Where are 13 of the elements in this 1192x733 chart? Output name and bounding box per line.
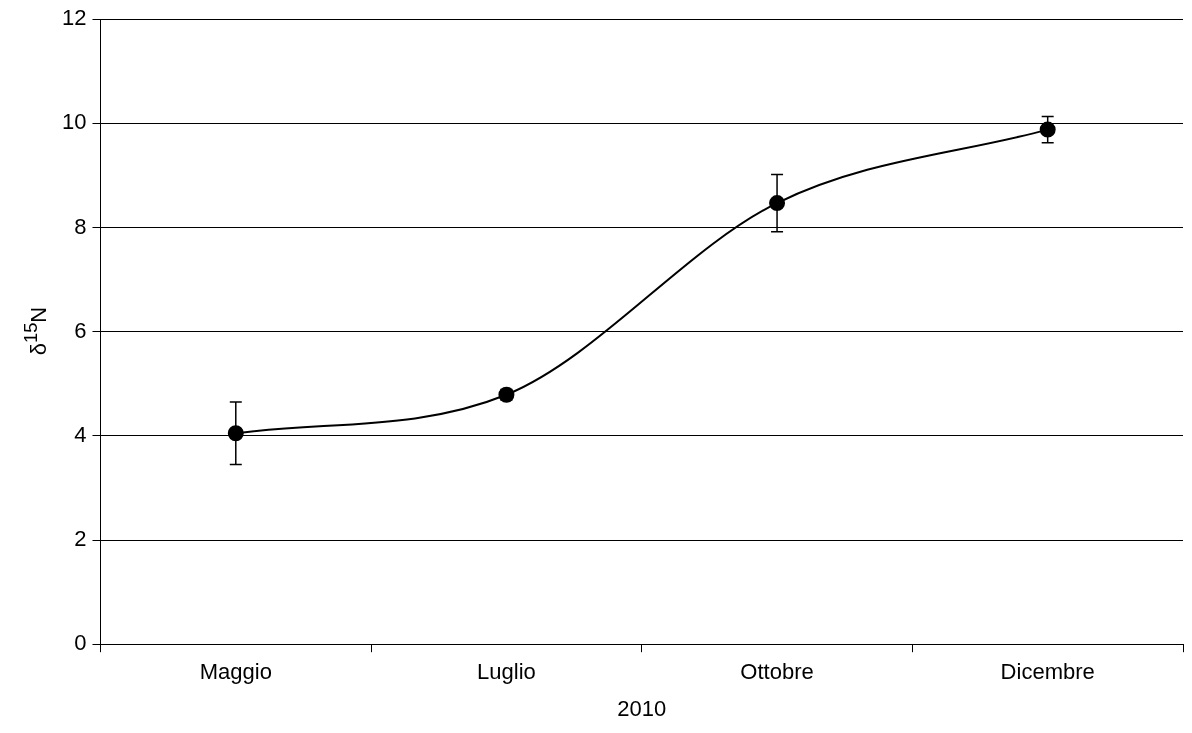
x-tick-label: Maggio [199,659,272,685]
y-tick-label: 4 [74,421,87,447]
y-tick-label: 8 [74,213,87,239]
x-axis-title: 2010 [617,695,667,721]
y-tick-label: 2 [74,526,87,552]
y-tick-label: 10 [61,109,87,135]
y-tick-label: 12 [61,5,87,31]
y-tick-label: 0 [74,630,87,656]
x-tick-label: Dicembre [1000,659,1095,685]
x-tick-label: Luglio [477,659,536,685]
x-tick-label: Ottobre [740,659,814,685]
y-tick-label: 6 [74,317,87,343]
point [1039,121,1056,138]
